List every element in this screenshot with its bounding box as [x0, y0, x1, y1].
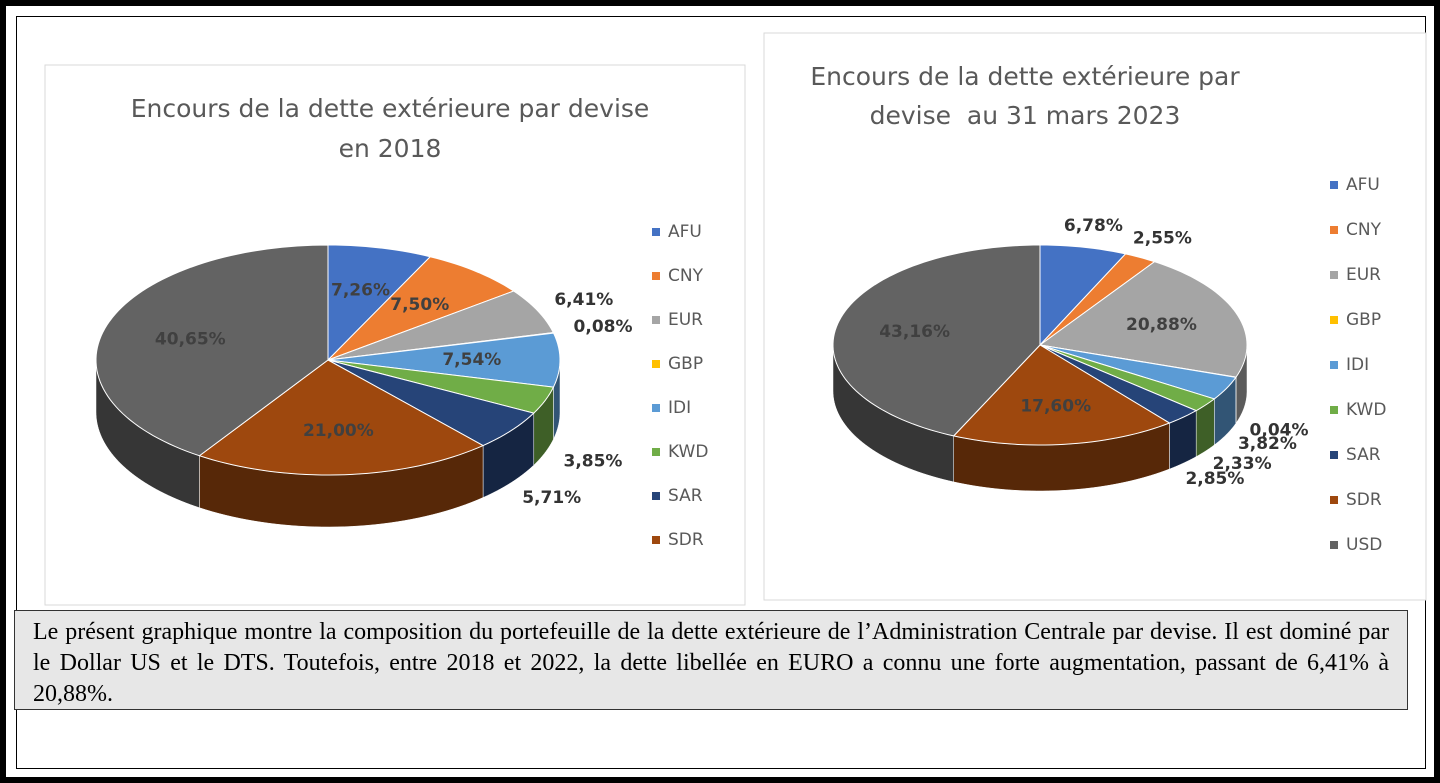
- data-label: 2,85%: [1185, 469, 1244, 489]
- slice-top: [952, 344, 1171, 446]
- data-label: 6,78%: [1064, 216, 1123, 236]
- pie-slice: [1039, 344, 1216, 458]
- legend-swatch: [1330, 406, 1338, 414]
- data-label: 17,60%: [1020, 397, 1091, 417]
- pie-slice: [327, 359, 555, 466]
- legend-label: KWD: [668, 442, 708, 462]
- legend-label: SDR: [1346, 490, 1382, 510]
- legend-label: AFU: [668, 222, 702, 242]
- slice-top: [1038, 261, 1248, 378]
- legend-swatch: [652, 536, 660, 544]
- pie-slice: [327, 332, 561, 440]
- slice-top: [327, 256, 515, 361]
- data-label: 0,04%: [1250, 420, 1309, 440]
- data-label: 21,00%: [303, 421, 374, 441]
- legend-label: CNY: [668, 266, 704, 286]
- data-label: 3,82%: [1238, 434, 1297, 454]
- pie-slice: [327, 290, 555, 361]
- pie-slice: [1039, 253, 1156, 346]
- legend-swatch: [1330, 541, 1338, 549]
- slice-top: [327, 290, 555, 361]
- pie-slice: [1039, 244, 1127, 347]
- pie-slice: [198, 359, 485, 528]
- legend-label: AFU: [1346, 175, 1380, 195]
- legend-label: CNY: [1346, 220, 1382, 240]
- data-label: 5,71%: [522, 488, 581, 508]
- legend-swatch: [652, 316, 660, 324]
- legend-label: EUR: [1346, 265, 1381, 285]
- chart-title: Encours de la dette extérieure par: [810, 62, 1240, 91]
- legend-label: KWD: [1346, 400, 1386, 420]
- legend-label: GBP: [1346, 310, 1381, 330]
- legend-swatch: [1330, 181, 1338, 189]
- slice-top: [327, 359, 535, 447]
- slice-top: [1039, 344, 1237, 400]
- legend-swatch: [652, 492, 660, 500]
- chart-title: Encours de la dette extérieure par devis…: [131, 94, 650, 123]
- pie-slice: [327, 244, 432, 362]
- legend-swatch: [652, 448, 660, 456]
- legend-swatch: [652, 228, 660, 236]
- slice-top: [832, 244, 1041, 437]
- legend-label: EUR: [668, 310, 703, 330]
- legend-label: IDI: [668, 398, 691, 418]
- data-label: 43,16%: [879, 322, 950, 342]
- pie-slice: [327, 359, 535, 498]
- data-label: 2,33%: [1213, 454, 1272, 474]
- data-label: 40,65%: [155, 329, 226, 349]
- slice-top: [1039, 253, 1156, 346]
- legend-swatch: [1330, 226, 1338, 234]
- legend-label: IDI: [1346, 355, 1369, 375]
- legend-label: USD: [1346, 535, 1382, 555]
- slice-top: [327, 359, 555, 414]
- legend-swatch: [1330, 271, 1338, 279]
- caption-text: Le présent graphique montre la compositi…: [14, 610, 1408, 710]
- data-label: 7,54%: [442, 350, 501, 370]
- slice-top: [1039, 344, 1216, 412]
- pie-slice: [952, 344, 1171, 492]
- legend-swatch: [652, 360, 660, 368]
- pie-slice: [95, 244, 329, 509]
- slice-top: [327, 332, 561, 388]
- data-label: 7,50%: [390, 295, 449, 315]
- data-label: 20,88%: [1126, 315, 1197, 335]
- slice-top: [1039, 344, 1198, 424]
- legend-label: GBP: [668, 354, 703, 374]
- chart-title: devise au 31 mars 2023: [870, 101, 1181, 130]
- pie-slice: [832, 244, 1041, 483]
- legend-label: SAR: [668, 486, 703, 506]
- pie-slice: [1038, 261, 1248, 424]
- legend-swatch: [652, 272, 660, 280]
- legend-label: SDR: [668, 530, 704, 550]
- slice-top: [1039, 244, 1127, 347]
- legend-label: SAR: [1346, 445, 1381, 465]
- data-label: 2,55%: [1133, 228, 1192, 248]
- pie-slice: [327, 256, 515, 361]
- slice-top: [327, 244, 432, 362]
- slice-top: [95, 244, 329, 457]
- data-label: 0,08%: [574, 317, 633, 337]
- slice-top: [198, 359, 485, 476]
- legend-swatch: [1330, 496, 1338, 504]
- data-label: 6,41%: [554, 290, 613, 310]
- legend-swatch: [1330, 316, 1338, 324]
- legend-swatch: [1330, 451, 1338, 459]
- legend-swatch: [652, 404, 660, 412]
- chart-title: en 2018: [339, 134, 442, 163]
- data-label: 3,85%: [563, 451, 622, 471]
- legend-swatch: [1330, 361, 1338, 369]
- data-label: 7,26%: [331, 281, 390, 301]
- pie-slice: [1039, 344, 1198, 470]
